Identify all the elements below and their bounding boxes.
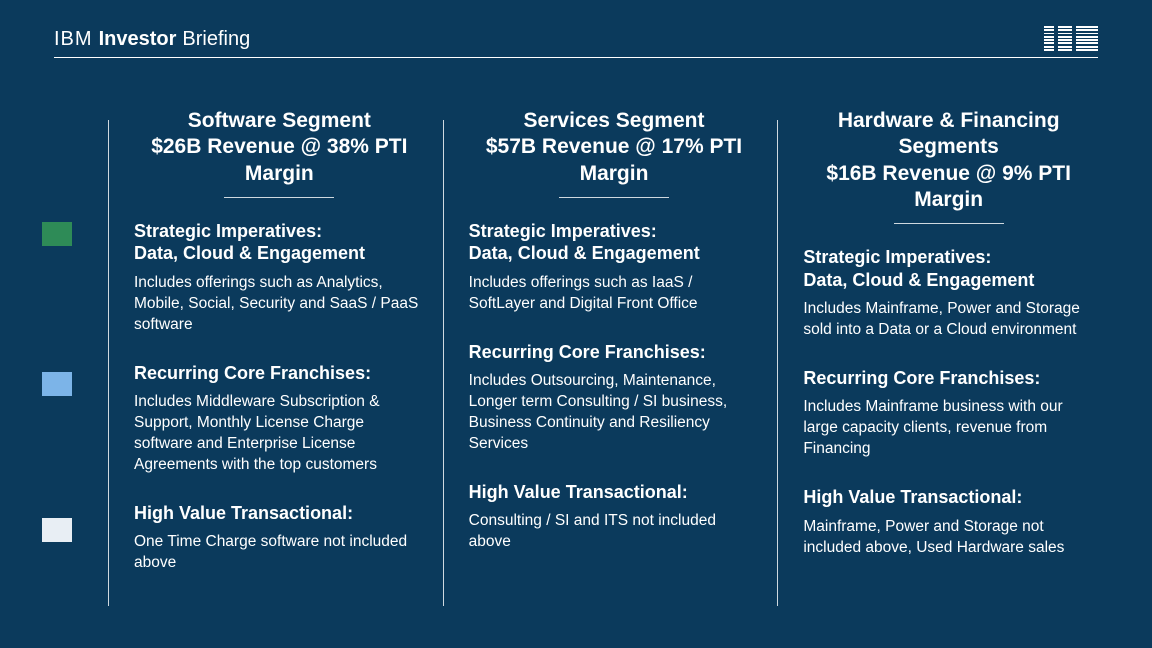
segment-column-software: Software Segment $26B Revenue @ 38% PTI … bbox=[108, 108, 443, 618]
section-heading: High Value Transactional: bbox=[803, 486, 1094, 509]
section-heading: Strategic Imperatives:Data, Cloud & Enga… bbox=[469, 220, 760, 265]
section-body: Includes Mainframe business with our lar… bbox=[803, 397, 1094, 460]
column-header: Software Segment $26B Revenue @ 38% PTI … bbox=[134, 108, 425, 198]
header-divider bbox=[224, 197, 334, 198]
section-body: Includes Outsourcing, Maintenance, Longe… bbox=[469, 371, 760, 455]
section-transactional: High Value Transactional: One Time Charg… bbox=[134, 502, 425, 574]
section-heading: Recurring Core Franchises: bbox=[469, 341, 760, 364]
section-heading: High Value Transactional: bbox=[469, 481, 760, 504]
header-divider bbox=[559, 197, 669, 198]
section-heading: Recurring Core Franchises: bbox=[803, 367, 1094, 390]
section-heading: Recurring Core Franchises: bbox=[134, 362, 425, 385]
marker-recurring-icon bbox=[42, 372, 72, 396]
section-heading: High Value Transactional: bbox=[134, 502, 425, 525]
section-recurring: Recurring Core Franchises: Includes Midd… bbox=[134, 362, 425, 476]
segment-column-hardware: Hardware & Financing Segments $16B Reven… bbox=[777, 108, 1112, 618]
segment-revenue: $16B Revenue @ 9% PTI Margin bbox=[803, 161, 1094, 214]
segment-revenue: $57B Revenue @ 17% PTI Margin bbox=[469, 134, 760, 187]
column-header: Hardware & Financing Segments $16B Reven… bbox=[803, 108, 1094, 224]
section-body: Consulting / SI and ITS not included abo… bbox=[469, 511, 760, 553]
section-strategic: Strategic Imperatives:Data, Cloud & Enga… bbox=[134, 220, 425, 336]
marker-strategic-icon bbox=[42, 222, 72, 246]
section-heading: Strategic Imperatives:Data, Cloud & Enga… bbox=[803, 246, 1094, 291]
section-heading: Strategic Imperatives:Data, Cloud & Enga… bbox=[134, 220, 425, 265]
section-transactional: High Value Transactional: Consulting / S… bbox=[469, 481, 760, 553]
segment-column-services: Services Segment $57B Revenue @ 17% PTI … bbox=[443, 108, 778, 618]
ibm-logo-icon bbox=[1044, 26, 1098, 51]
segment-title: Hardware & Financing Segments bbox=[803, 108, 1094, 161]
segment-title: Software Segment bbox=[134, 108, 425, 134]
header-bar: IBM Investor Briefing bbox=[54, 26, 1098, 58]
section-body: Includes Middleware Subscription & Suppo… bbox=[134, 392, 425, 476]
section-strategic: Strategic Imperatives:Data, Cloud & Enga… bbox=[469, 220, 760, 315]
marker-transactional-icon bbox=[42, 518, 72, 542]
header-divider bbox=[894, 223, 1004, 224]
brand-text: IBM bbox=[54, 28, 93, 51]
section-body: Mainframe, Power and Storage not include… bbox=[803, 517, 1094, 559]
page-title: IBM Investor Briefing bbox=[54, 28, 250, 51]
section-transactional: High Value Transactional: Mainframe, Pow… bbox=[803, 486, 1094, 558]
segments-grid: Software Segment $26B Revenue @ 38% PTI … bbox=[108, 108, 1112, 618]
section-recurring: Recurring Core Franchises: Includes Outs… bbox=[469, 341, 760, 455]
segment-title: Services Segment bbox=[469, 108, 760, 134]
section-body: Includes offerings such as IaaS / SoftLa… bbox=[469, 273, 760, 315]
title-bold: Investor bbox=[99, 28, 177, 51]
section-strategic: Strategic Imperatives:Data, Cloud & Enga… bbox=[803, 246, 1094, 341]
segment-revenue: $26B Revenue @ 38% PTI Margin bbox=[134, 134, 425, 187]
section-body: Includes offerings such as Analytics, Mo… bbox=[134, 273, 425, 336]
section-recurring: Recurring Core Franchises: Includes Main… bbox=[803, 367, 1094, 460]
title-light: Briefing bbox=[182, 28, 250, 51]
section-body: Includes Mainframe, Power and Storage so… bbox=[803, 299, 1094, 341]
section-body: One Time Charge software not included ab… bbox=[134, 532, 425, 574]
column-header: Services Segment $57B Revenue @ 17% PTI … bbox=[469, 108, 760, 198]
